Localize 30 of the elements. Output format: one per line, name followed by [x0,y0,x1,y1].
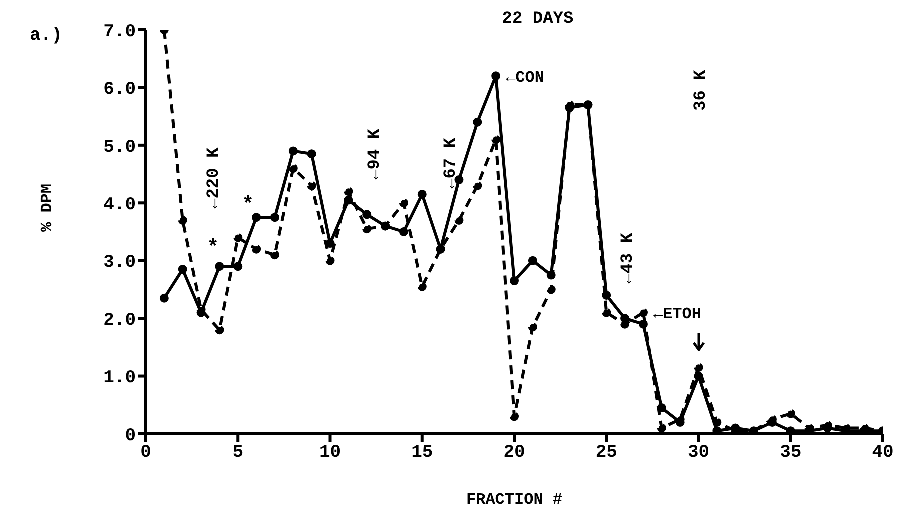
text: a.) [30,26,62,46]
y-tick-label: 4.0 [104,196,136,216]
x-tick-label: 5 [232,442,244,463]
y-tick-label: 1.0 [104,368,136,389]
x-tick-label: 15 [412,442,434,463]
annotation: ←ETOH [653,305,702,324]
y-tick-label: 7.0 [104,22,136,42]
annotation: 36 K [692,70,712,111]
y-tick-label: 3.0 [104,253,136,274]
annotation: * [242,194,254,218]
x-tick-label: 35 [780,442,802,463]
chart-title: 22 DAYS [501,10,575,29]
y-tick-label: 5.0 [104,138,136,158]
x-axis-title: FRACTION # [466,491,563,509]
x-tick-label: 20 [504,442,526,463]
annotation: ←94 K [366,129,386,180]
y-axis-title: % DPM [38,184,57,232]
x-tick-label: 25 [596,442,618,463]
x-tick-label: 10 [319,442,342,463]
y-tick-label: 2.0 [104,310,136,331]
y-tick-label: 0 [125,426,136,446]
annotation: ←220 K [205,148,226,209]
annotation: ←67 K [442,138,462,189]
annotation: * [207,237,220,260]
x-tick-label: 40 [872,442,894,463]
annotation: ←CON [506,68,544,87]
x-tick-label: 0 [140,442,152,463]
annotation: ←43 K [618,232,639,284]
y-tick-label: 6.0 [104,80,136,100]
x-tick-label: 30 [688,442,710,463]
